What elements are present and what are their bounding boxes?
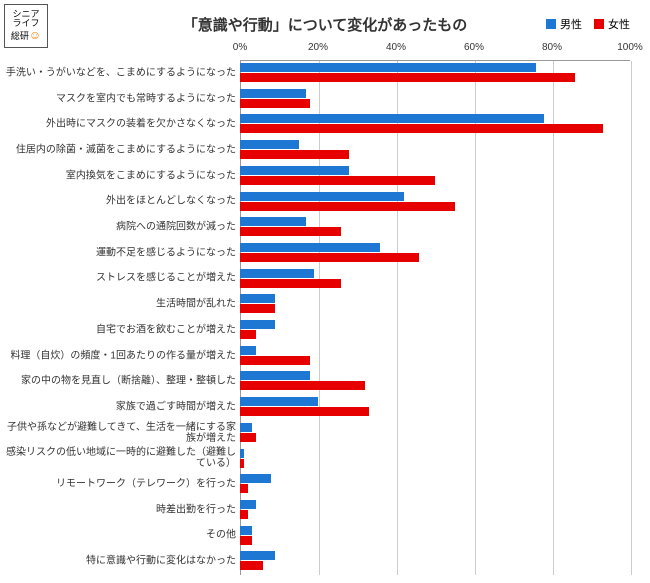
- chart-row: 運動不足を感じるようになった: [0, 240, 650, 266]
- y-label: 感染リスクの低い地域に一時的に避難した（避難している）: [2, 447, 238, 469]
- bar-male: [240, 449, 244, 458]
- bar-male: [240, 192, 404, 201]
- chart-row: その他: [0, 523, 650, 549]
- chart-row: 病院への通院回数が減った: [0, 214, 650, 240]
- y-label: 家の中の物を見直し（断捨離）、整理・整頓した: [2, 376, 238, 387]
- legend-swatch-female: [594, 19, 604, 29]
- chart-row: 家の中の物を見直し（断捨離）、整理・整頓した: [0, 368, 650, 394]
- x-tick: 80%: [542, 42, 562, 53]
- y-label: 特に意識や行動に変化はなかった: [2, 556, 238, 567]
- y-label: ストレスを感じることが増えた: [2, 273, 238, 284]
- bar-female: [240, 99, 310, 108]
- bar-male: [240, 114, 544, 123]
- y-label: 外出をほとんどしなくなった: [2, 196, 238, 207]
- bar-male: [240, 371, 310, 380]
- bar-female: [240, 73, 575, 82]
- bar-male: [240, 320, 275, 329]
- bar-female: [240, 279, 341, 288]
- y-label: 病院への通院回数が減った: [2, 222, 238, 233]
- bar-female: [240, 150, 349, 159]
- bar-male: [240, 166, 349, 175]
- chart-row: 住居内の除菌・滅菌をこまめにするようになった: [0, 137, 650, 163]
- bar-female: [240, 176, 435, 185]
- legend-label-male: 男性: [560, 16, 582, 32]
- y-label: 時差出勤を行った: [2, 504, 238, 515]
- y-label: リモートワーク（テレワーク）を行った: [2, 479, 238, 490]
- chart-row: 自宅でお酒を飲むことが増えた: [0, 317, 650, 343]
- y-label: 室内換気をこまめにするようになった: [2, 170, 238, 181]
- bar-female: [240, 381, 365, 390]
- bar-female: [240, 433, 256, 442]
- chart-row: 手洗い・うがいなどを、こまめにするようになった: [0, 60, 650, 86]
- y-label: 住居内の除菌・滅菌をこまめにするようになった: [2, 144, 238, 155]
- bar-male: [240, 243, 380, 252]
- bar-female: [240, 253, 419, 262]
- y-label: 自宅でお酒を飲むことが増えた: [2, 324, 238, 335]
- x-tick: 100%: [617, 42, 643, 53]
- bar-male: [240, 551, 275, 560]
- y-label: マスクを室内でも常時するようになった: [2, 93, 238, 104]
- chart-row: 特に意識や行動に変化はなかった: [0, 548, 650, 574]
- y-label: 運動不足を感じるようになった: [2, 247, 238, 258]
- legend-item-male: 男性: [546, 16, 582, 32]
- chart-row: ストレスを感じることが増えた: [0, 266, 650, 292]
- y-label: 外出時にマスクの装着を欠かさなくなった: [2, 119, 238, 130]
- bar-male: [240, 63, 536, 72]
- chart-row: 外出時にマスクの装着を欠かさなくなった: [0, 111, 650, 137]
- bar-male: [240, 526, 252, 535]
- bar-male: [240, 89, 306, 98]
- y-label: 子供や孫などが避難してきて、生活を一緒にする家族が増えた: [2, 422, 238, 444]
- chart-row: 外出をほとんどしなくなった: [0, 189, 650, 215]
- legend-swatch-male: [546, 19, 556, 29]
- bar-male: [240, 397, 318, 406]
- y-label: その他: [2, 530, 238, 541]
- x-tick: 60%: [464, 42, 484, 53]
- y-label: 手洗い・うがいなどを、こまめにするようになった: [2, 67, 238, 78]
- x-tick: 20%: [308, 42, 328, 53]
- legend-label-female: 女性: [608, 16, 630, 32]
- legend: 男性 女性: [546, 16, 630, 32]
- y-label: 生活時間が乱れた: [2, 299, 238, 310]
- bar-male: [240, 500, 256, 509]
- bar-female: [240, 304, 275, 313]
- chart-row: 生活時間が乱れた: [0, 291, 650, 317]
- chart-row: 室内換気をこまめにするようになった: [0, 163, 650, 189]
- chart-row: 時差出勤を行った: [0, 497, 650, 523]
- bar-female: [240, 484, 248, 493]
- chart: 0% 20% 40% 60% 80% 100% 手洗い・うがいなどを、こまめにするようになっ…: [0, 40, 650, 580]
- chart-row: 感染リスクの低い地域に一時的に避難した（避難している）: [0, 446, 650, 472]
- bar-male: [240, 423, 252, 432]
- x-tick: 40%: [386, 42, 406, 53]
- bar-female: [240, 227, 341, 236]
- bar-female: [240, 407, 369, 416]
- chart-row: リモートワーク（テレワーク）を行った: [0, 471, 650, 497]
- y-label: 家族で過ごす時間が増えた: [2, 401, 238, 412]
- x-tick: 0%: [233, 42, 247, 53]
- bar-female: [240, 356, 310, 365]
- chart-row: 料理（自炊）の頻度・1回あたりの作る量が増えた: [0, 343, 650, 369]
- bar-female: [240, 124, 603, 133]
- chart-row: 子供や孫などが避難してきて、生活を一緒にする家族が増えた: [0, 420, 650, 446]
- bar-male: [240, 140, 299, 149]
- bar-male: [240, 217, 306, 226]
- chart-row: 家族で過ごす時間が増えた: [0, 394, 650, 420]
- bar-female: [240, 202, 455, 211]
- bar-female: [240, 510, 248, 519]
- bar-female: [240, 561, 263, 570]
- bar-male: [240, 269, 314, 278]
- legend-item-female: 女性: [594, 16, 630, 32]
- bar-male: [240, 294, 275, 303]
- y-label: 料理（自炊）の頻度・1回あたりの作る量が増えた: [2, 350, 238, 361]
- bar-female: [240, 330, 256, 339]
- bar-male: [240, 474, 271, 483]
- bar-female: [240, 459, 244, 468]
- bar-male: [240, 346, 256, 355]
- bar-female: [240, 536, 252, 545]
- chart-row: マスクを室内でも常時するようになった: [0, 86, 650, 112]
